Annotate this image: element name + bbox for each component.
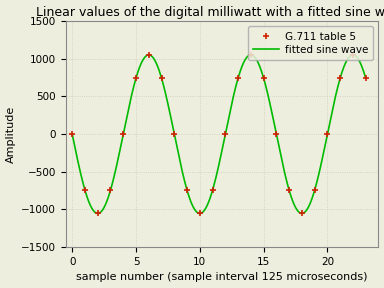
G.711 table 5 xyxy=(96,212,100,215)
G.711 table 5 xyxy=(108,188,113,192)
G.711 table 5 xyxy=(363,76,368,80)
fitted sine wave xyxy=(351,53,355,57)
X-axis label: sample number (sample interval 125 microseconds): sample number (sample interval 125 micro… xyxy=(76,272,368,283)
G.711 table 5 xyxy=(312,188,317,192)
fitted sine wave xyxy=(213,179,217,183)
G.711 table 5 xyxy=(146,53,151,57)
fitted sine wave xyxy=(363,76,368,80)
G.711 table 5 xyxy=(287,188,291,192)
G.711 table 5 xyxy=(83,188,87,192)
G.711 table 5 xyxy=(351,53,355,57)
Legend: G.711 table 5, fitted sine wave: G.711 table 5, fitted sine wave xyxy=(248,26,373,60)
G.711 table 5 xyxy=(70,132,74,136)
G.711 table 5 xyxy=(274,132,279,136)
G.711 table 5 xyxy=(248,53,253,57)
G.711 table 5 xyxy=(197,212,202,215)
G.711 table 5 xyxy=(159,76,164,80)
G.711 table 5 xyxy=(210,188,215,192)
Line: G.711 table 5: G.711 table 5 xyxy=(69,51,369,217)
fitted sine wave xyxy=(85,196,89,199)
fitted sine wave xyxy=(355,56,360,60)
fitted sine wave xyxy=(355,56,360,60)
G.711 table 5 xyxy=(172,132,177,136)
Title: Linear values of the digital milliwatt with a fitted sine wave: Linear values of the digital milliwatt w… xyxy=(36,5,384,18)
G.711 table 5 xyxy=(236,76,240,80)
G.711 table 5 xyxy=(223,132,228,136)
fitted sine wave xyxy=(301,211,306,215)
fitted sine wave xyxy=(70,132,74,136)
fitted sine wave xyxy=(197,212,202,215)
G.711 table 5 xyxy=(325,132,330,136)
fitted sine wave xyxy=(205,203,210,207)
G.711 table 5 xyxy=(300,212,304,215)
G.711 table 5 xyxy=(338,76,343,80)
Line: fitted sine wave: fitted sine wave xyxy=(72,55,366,213)
G.711 table 5 xyxy=(134,76,138,80)
G.711 table 5 xyxy=(121,132,126,136)
G.711 table 5 xyxy=(185,188,189,192)
G.711 table 5 xyxy=(261,76,266,80)
Y-axis label: Amplitude: Amplitude xyxy=(5,105,16,163)
